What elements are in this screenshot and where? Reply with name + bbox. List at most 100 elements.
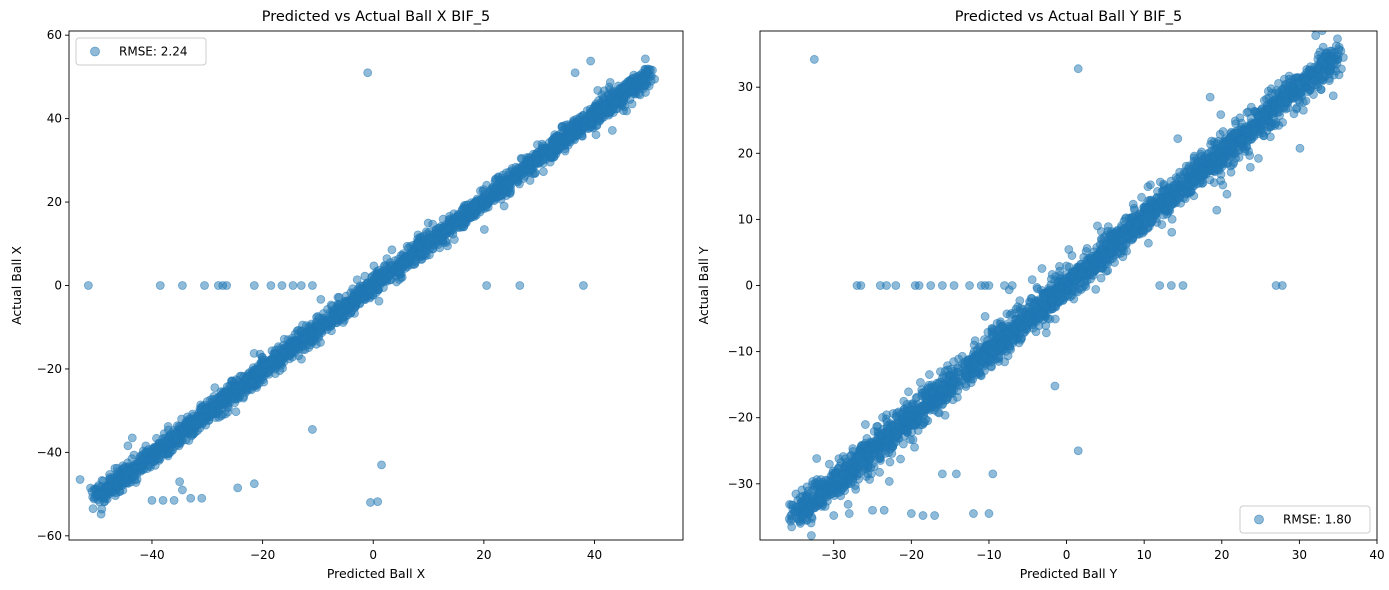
- x-tick-label: 0: [369, 548, 377, 562]
- scatter-point: [177, 281, 187, 290]
- scatter-point: [207, 409, 217, 419]
- scatter-point: [94, 481, 103, 490]
- scatter-point: [640, 81, 650, 91]
- scatter-point: [605, 108, 614, 117]
- scatter-point: [223, 402, 233, 412]
- x-tick-label: −20: [250, 548, 275, 562]
- scatter-point: [101, 493, 111, 503]
- scatter-point: [150, 460, 160, 470]
- scatter-point: [1155, 177, 1165, 187]
- scatter-point: [563, 122, 573, 132]
- scatter-point: [787, 500, 796, 510]
- scatter-point: [505, 189, 515, 198]
- scatter-point: [290, 336, 300, 346]
- y-axis-label: Actual Ball X: [9, 246, 24, 325]
- scatter-point: [592, 105, 602, 115]
- scatter-point: [970, 336, 980, 345]
- scatter-point: [338, 318, 348, 327]
- scatter-point: [164, 449, 173, 458]
- legend-box: [75, 37, 207, 66]
- scatter-point: [547, 145, 557, 155]
- scatter-point: [412, 238, 422, 248]
- scatter-point: [538, 141, 548, 151]
- scatter-point: [247, 377, 257, 387]
- scatter-point: [235, 392, 244, 402]
- scatter-point: [1240, 146, 1250, 156]
- x-tick-label: 40: [587, 548, 602, 562]
- scatter-point: [103, 481, 113, 491]
- scatter-point: [308, 330, 318, 340]
- scatter-point: [584, 110, 594, 119]
- scatter-point: [187, 417, 196, 427]
- scatter-point: [1064, 245, 1074, 254]
- scatter-point: [466, 213, 476, 223]
- scatter-point: [622, 106, 631, 116]
- scatter-point: [552, 135, 562, 145]
- y-tick-label: 40: [47, 112, 62, 126]
- scatter-point: [443, 241, 452, 251]
- scatter-point: [457, 218, 467, 228]
- y-tick-label: 60: [47, 28, 62, 42]
- scatter-point: [111, 491, 120, 501]
- scatter-point: [1333, 34, 1342, 44]
- scatter-point: [200, 281, 209, 290]
- scatter-point: [604, 82, 614, 92]
- scatter-point: [110, 463, 120, 473]
- scatter-point: [179, 426, 189, 435]
- scatter-point: [586, 56, 596, 66]
- scatter-point: [253, 367, 263, 377]
- scatter-point: [925, 370, 934, 379]
- scatter-point: [294, 325, 303, 335]
- scatter-point: [288, 281, 298, 290]
- scatter-point: [1137, 192, 1146, 202]
- scatter-point: [118, 485, 128, 495]
- scatter-point: [231, 407, 241, 417]
- scatter-point: [315, 324, 325, 334]
- scatter-point: [368, 290, 378, 300]
- scatter-point: [177, 485, 187, 495]
- scatter-point: [377, 460, 386, 470]
- scatter-point: [163, 422, 173, 431]
- scatter-point: [147, 495, 157, 505]
- scatter-point: [1082, 243, 1092, 253]
- scatter-point: [266, 281, 276, 290]
- scatter-point: [121, 474, 131, 484]
- scatter-point: [1080, 280, 1090, 290]
- scatter-point: [916, 377, 925, 387]
- scatter-point: [438, 236, 447, 245]
- scatter-point: [490, 177, 500, 187]
- scatter-point: [129, 450, 139, 460]
- scatter-point: [885, 457, 895, 467]
- y-tick-label: 20: [47, 195, 62, 209]
- scatter-point: [129, 472, 139, 481]
- scatter-point: [384, 272, 394, 281]
- scatter-point: [601, 101, 611, 110]
- scatter-point: [483, 202, 493, 212]
- scatter-point: [334, 292, 344, 302]
- x-tick-label: −40: [139, 548, 164, 562]
- scatter-point: [423, 240, 433, 250]
- scatter-point: [385, 258, 395, 267]
- scatter-point: [249, 348, 259, 358]
- scatter-point: [413, 230, 423, 240]
- scatter-point: [504, 179, 514, 189]
- scatter-point: [95, 497, 104, 507]
- scatter-point: [233, 483, 243, 493]
- scatter-point: [1096, 244, 1106, 254]
- scatter-point: [197, 493, 207, 503]
- x-axis-label: Predicted Ball X: [327, 566, 426, 581]
- scatter-point: [296, 281, 306, 290]
- scatter-point: [434, 223, 444, 233]
- scatter-point: [88, 504, 98, 514]
- scatter-point: [186, 493, 196, 503]
- scatter-point: [444, 215, 454, 225]
- scatter-point: [570, 68, 580, 78]
- scatter-point: [373, 497, 383, 507]
- chart-title: Predicted vs Actual Ball X BIF_5: [262, 9, 491, 25]
- scatter-point: [409, 260, 419, 269]
- scatter-point: [525, 168, 535, 178]
- scatter-point: [607, 126, 617, 135]
- scatter-point: [621, 82, 631, 91]
- scatter-point: [499, 201, 509, 211]
- scatter-point: [406, 248, 416, 258]
